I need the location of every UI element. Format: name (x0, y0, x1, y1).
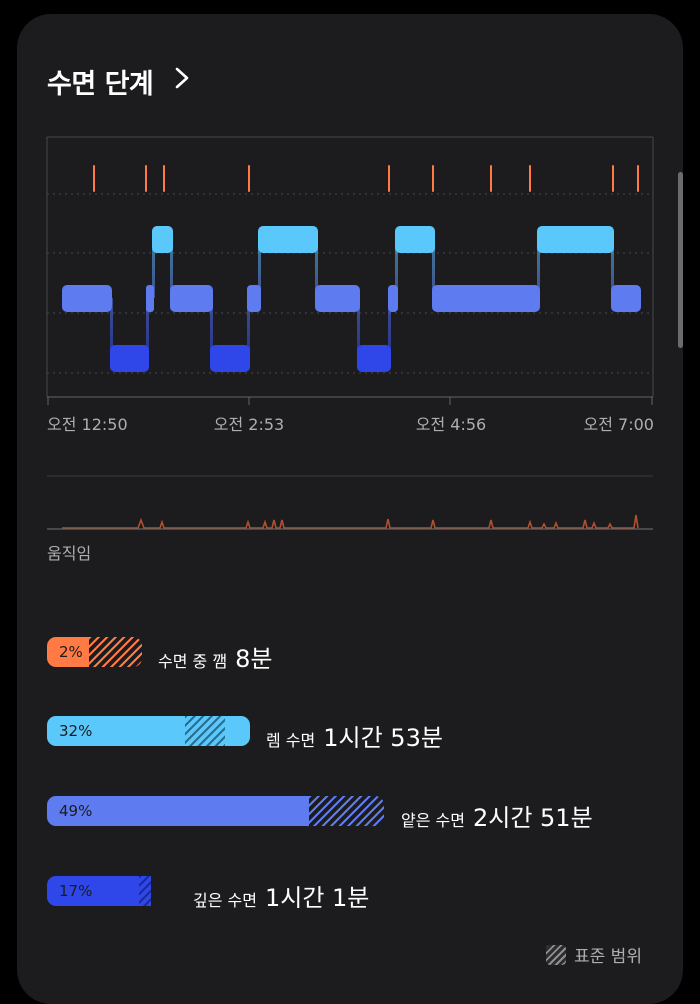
segment-light (611, 285, 641, 312)
x-tick-label: 오전 2:53 (214, 415, 284, 434)
sleep-stage-chart: 오전 12:50 오전 2:53 오전 4:56 오전 7:00 (46, 136, 654, 434)
segment-deep (210, 345, 250, 372)
segment-light (146, 285, 154, 312)
segment-deep (110, 345, 149, 372)
movement-label: 움직임 (47, 544, 92, 563)
awake-label-row: 수면 중 깸 8분 (158, 639, 272, 674)
light-name: 얕은 수면 (401, 811, 465, 830)
segment-light (315, 285, 360, 312)
segment-rem (258, 226, 318, 253)
rem-name: 렘 수면 (266, 731, 316, 750)
light-label-row: 얕은 수면 2시간 51분 (401, 798, 593, 833)
rem-duration: 1시간 53분 (323, 724, 443, 752)
sleep-stages-card (17, 14, 683, 1004)
x-tick-label: 오전 7:00 (584, 415, 654, 434)
awake-duration: 8분 (235, 645, 273, 673)
movement-trace (62, 514, 639, 529)
segment-light (170, 285, 213, 312)
chevron-right-icon[interactable] (172, 65, 194, 91)
page-title[interactable]: 수면 단계 (47, 69, 154, 100)
awake-markers (93, 165, 639, 192)
deep-label-row: 깊은 수면 1시간 1분 (193, 878, 369, 913)
rem-label-row: 렘 수면 1시간 53분 (266, 718, 443, 753)
deep-percent: 17% (59, 882, 93, 900)
segment-light (388, 285, 398, 312)
standard-range-legend: 표준 범위 (546, 942, 642, 967)
awake-name: 수면 중 깸 (158, 652, 228, 671)
x-tick-label: 오전 12:50 (47, 415, 128, 434)
light-duration: 2시간 51분 (472, 804, 593, 832)
movement-chart (47, 475, 653, 530)
segment-light (62, 285, 112, 312)
scrollbar[interactable] (678, 172, 683, 348)
segment-rem (537, 226, 614, 253)
x-tick-label: 오전 4:56 (416, 415, 486, 434)
stage-segments (62, 226, 641, 372)
deep-percent-bar[interactable]: 17% (47, 876, 177, 906)
segment-light (432, 285, 540, 312)
legend-label: 표준 범위 (574, 947, 642, 967)
deep-duration: 1시간 1분 (264, 884, 370, 912)
light-percent-bar[interactable]: 49% (47, 796, 384, 826)
rem-percent: 32% (59, 722, 93, 740)
segment-deep (357, 345, 391, 372)
light-percent: 49% (59, 802, 93, 820)
segment-rem (152, 226, 173, 253)
rem-percent-bar[interactable]: 32% (47, 716, 250, 746)
awake-percent: 2% (59, 643, 83, 661)
stage-transitions (110, 240, 614, 358)
segment-light (247, 285, 261, 312)
hatch-swatch-icon (546, 945, 566, 965)
awake-percent-bar[interactable]: 2% (47, 637, 142, 667)
x-axis-ticks (47, 397, 653, 405)
segment-rem (395, 226, 435, 253)
deep-name: 깊은 수면 (193, 891, 257, 910)
